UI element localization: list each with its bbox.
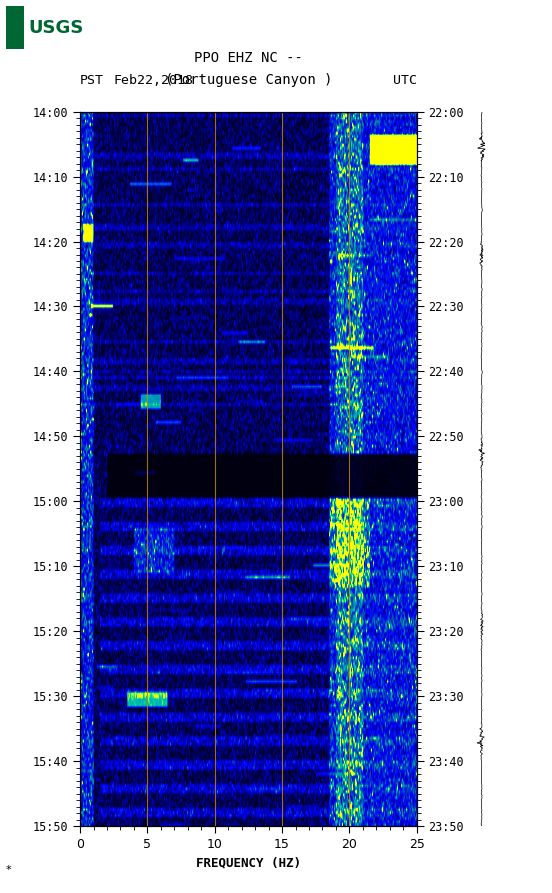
Text: (Portuguese Canyon ): (Portuguese Canyon ) (164, 73, 332, 88)
Text: Feb22,2018: Feb22,2018 (113, 74, 193, 87)
X-axis label: FREQUENCY (HZ): FREQUENCY (HZ) (196, 856, 301, 870)
Bar (6, 6, 24, 49)
Text: USGS: USGS (28, 19, 83, 37)
Text: PPO EHZ NC --: PPO EHZ NC -- (194, 51, 303, 65)
Text: *: * (6, 865, 11, 875)
Text: PST: PST (80, 74, 104, 87)
Text: UTC: UTC (393, 74, 417, 87)
